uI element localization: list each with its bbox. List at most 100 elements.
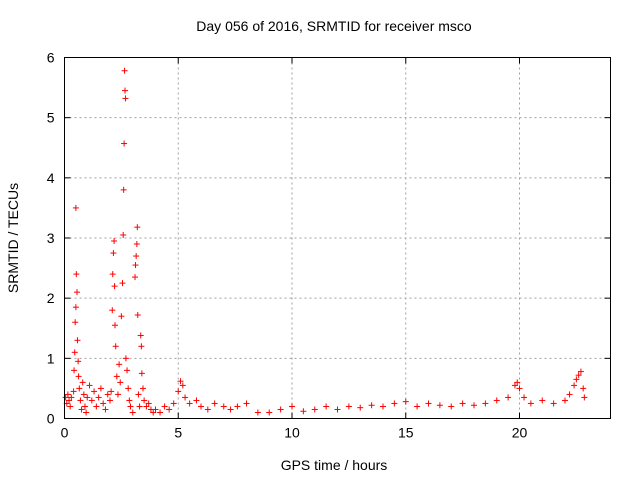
data-point: [493, 397, 500, 404]
data-points: [62, 67, 588, 416]
data-point: [150, 409, 157, 416]
data-point: [121, 140, 128, 147]
data-point: [521, 394, 528, 401]
data-point: [380, 403, 386, 410]
data-point: [198, 403, 204, 410]
data-point: [74, 289, 81, 296]
data-point: [334, 406, 341, 413]
data-point: [166, 406, 173, 413]
data-point: [227, 406, 234, 413]
data-point: [102, 406, 109, 413]
data-point: [104, 391, 111, 398]
data-point: [425, 400, 432, 407]
data-point: [391, 400, 398, 407]
data-point: [323, 403, 330, 410]
grid-lines: [64, 57, 611, 419]
data-point: [571, 382, 578, 389]
data-point: [182, 394, 189, 401]
data-point: [134, 224, 141, 231]
data-point: [111, 238, 118, 245]
data-point: [243, 400, 250, 407]
data-point: [186, 400, 193, 407]
data-point: [141, 397, 148, 404]
data-point: [368, 402, 375, 409]
data-point: [72, 319, 79, 326]
data-point: [64, 391, 71, 398]
data-point: [204, 406, 211, 413]
data-point: [170, 400, 177, 407]
data-point: [122, 95, 129, 102]
y-tick-label: 0: [47, 411, 55, 427]
data-point: [573, 376, 580, 383]
data-point: [84, 394, 91, 401]
data-point: [91, 388, 98, 395]
data-point: [562, 397, 568, 404]
data-point: [193, 397, 200, 404]
data-point: [516, 385, 523, 392]
data-point: [71, 367, 78, 374]
data-point: [109, 271, 116, 278]
data-point: [539, 397, 546, 404]
data-point: [97, 385, 104, 392]
data-point: [179, 382, 186, 389]
data-point: [79, 379, 86, 386]
data-point: [505, 394, 512, 401]
data-point: [120, 231, 127, 238]
data-point: [95, 394, 102, 401]
data-point: [482, 400, 489, 407]
data-point: [93, 403, 100, 410]
data-point: [86, 382, 93, 389]
y-tick-label: 1: [47, 350, 55, 366]
data-point: [402, 398, 409, 405]
data-point: [135, 391, 142, 398]
data-point: [68, 394, 75, 401]
data-point: [448, 403, 455, 410]
data-point: [345, 403, 352, 410]
data-point: [111, 283, 118, 290]
x-tick-label: 20: [512, 425, 528, 441]
y-tick-labels: 0 1 2 3 4 5 6: [47, 50, 55, 427]
data-point: [121, 67, 128, 74]
data-point: [71, 349, 78, 356]
data-point: [511, 382, 518, 389]
data-point: [72, 204, 79, 211]
data-point: [566, 391, 573, 398]
data-point: [76, 385, 83, 392]
data-point: [77, 397, 84, 404]
data-point: [254, 409, 261, 416]
data-point: [157, 409, 164, 416]
data-point: [277, 406, 284, 413]
x-tick-label: 10: [284, 425, 300, 441]
data-point: [133, 253, 140, 260]
data-point: [114, 391, 121, 398]
data-point: [74, 337, 81, 344]
data-point: [459, 400, 466, 407]
data-point: [161, 403, 168, 410]
data-point: [110, 250, 117, 257]
y-tick-label: 2: [47, 290, 55, 306]
data-point: [145, 400, 152, 407]
data-point: [550, 400, 557, 407]
data-point: [132, 274, 139, 281]
y-tick-label: 4: [47, 170, 55, 186]
data-point: [119, 280, 126, 287]
data-point: [211, 400, 218, 407]
data-point: [113, 373, 120, 380]
data-point: [66, 397, 73, 404]
data-point: [112, 322, 119, 329]
data-point: [414, 403, 421, 410]
data-point: [78, 406, 85, 413]
data-point: [580, 385, 587, 392]
data-point: [127, 403, 134, 410]
data-point: [81, 403, 88, 410]
data-point: [107, 397, 113, 404]
x-tick-label: 0: [61, 425, 69, 441]
data-point: [311, 406, 318, 413]
data-point: [75, 373, 82, 380]
data-point: [129, 409, 136, 416]
data-point: [357, 404, 364, 411]
data-point: [112, 343, 119, 350]
data-point: [72, 304, 79, 311]
data-point: [577, 368, 584, 375]
